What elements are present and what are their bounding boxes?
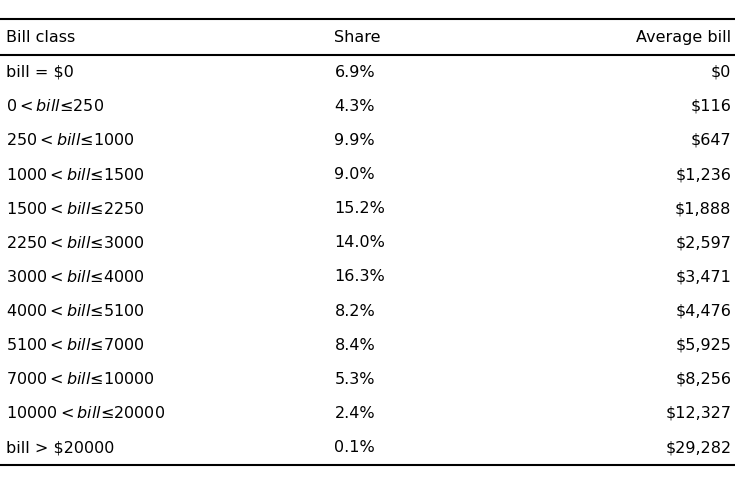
Text: 9.9%: 9.9% <box>334 133 375 148</box>
Text: $4000 < bill ≤ $5100: $4000 < bill ≤ $5100 <box>6 303 145 319</box>
Text: $2,597: $2,597 <box>675 235 731 251</box>
Text: $0 < bill ≤ $250: $0 < bill ≤ $250 <box>6 98 104 114</box>
Text: $8,256: $8,256 <box>675 372 731 387</box>
Text: 9.0%: 9.0% <box>334 167 375 182</box>
Text: Average bill: Average bill <box>637 30 731 45</box>
Text: $250 < bill ≤ $1000: $250 < bill ≤ $1000 <box>6 132 135 148</box>
Text: 8.4%: 8.4% <box>334 338 375 353</box>
Text: 2.4%: 2.4% <box>334 406 375 421</box>
Text: $10000 < bill ≤ $20000: $10000 < bill ≤ $20000 <box>6 405 165 422</box>
Text: bill > $20000: bill > $20000 <box>6 440 114 455</box>
Text: $2250 < bill ≤ $3000: $2250 < bill ≤ $3000 <box>6 235 145 251</box>
Text: $4,476: $4,476 <box>675 304 731 319</box>
Text: bill = $0: bill = $0 <box>6 65 74 80</box>
Text: $1500 < bill ≤ $2250: $1500 < bill ≤ $2250 <box>6 201 145 217</box>
Text: 8.2%: 8.2% <box>334 304 375 319</box>
Text: $1000 < bill ≤ $1500: $1000 < bill ≤ $1500 <box>6 167 145 182</box>
Text: $7000 < bill ≤ $10000: $7000 < bill ≤ $10000 <box>6 371 155 388</box>
Text: 5.3%: 5.3% <box>334 372 375 387</box>
Text: 6.9%: 6.9% <box>334 65 375 80</box>
Text: Bill class: Bill class <box>6 30 75 45</box>
Text: $5100 < bill ≤ $7000: $5100 < bill ≤ $7000 <box>6 337 145 353</box>
Text: 14.0%: 14.0% <box>334 235 385 251</box>
Text: 4.3%: 4.3% <box>334 99 375 114</box>
Text: $116: $116 <box>690 99 731 114</box>
Text: $29,282: $29,282 <box>665 440 731 455</box>
Text: $12,327: $12,327 <box>665 406 731 421</box>
Text: 15.2%: 15.2% <box>334 201 385 216</box>
Text: $5,925: $5,925 <box>675 338 731 353</box>
Text: $1,236: $1,236 <box>675 167 731 182</box>
Text: $647: $647 <box>691 133 731 148</box>
Text: 0.1%: 0.1% <box>334 440 375 455</box>
Text: $0: $0 <box>711 65 731 80</box>
Text: Share: Share <box>334 30 381 45</box>
Text: 16.3%: 16.3% <box>334 269 385 285</box>
Text: $3,471: $3,471 <box>675 269 731 285</box>
Text: $3000 < bill ≤ $4000: $3000 < bill ≤ $4000 <box>6 269 145 285</box>
Text: $1,888: $1,888 <box>675 201 731 216</box>
